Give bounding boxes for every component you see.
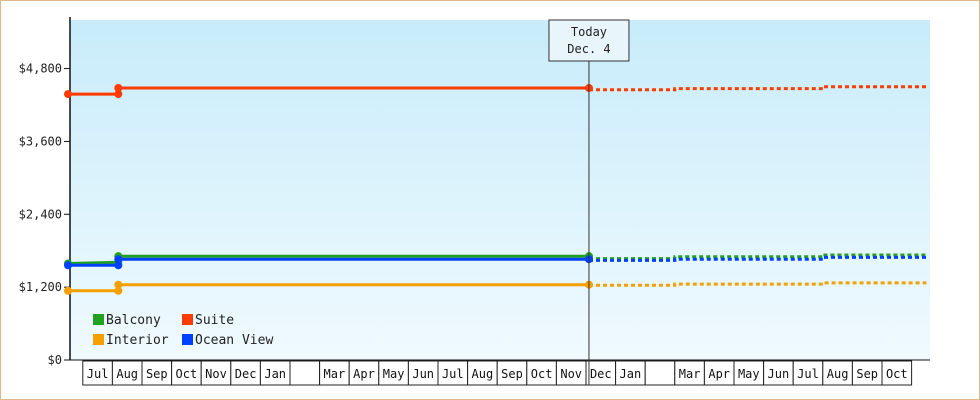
x-axis-months: Jul Aug Sep Oct Nov Dec Jan Mar Apr May Jun Jul Aug S… bbox=[82, 360, 913, 386]
today-box bbox=[548, 19, 630, 62]
legend-label: Balcony bbox=[106, 313, 161, 328]
series-point bbox=[114, 84, 123, 92]
series-projection-line bbox=[589, 281, 927, 287]
x-month-cell bbox=[674, 360, 705, 386]
x-month-label: Sep bbox=[856, 367, 878, 381]
x-month-label: Apr bbox=[353, 367, 375, 381]
series-suite bbox=[64, 84, 927, 99]
x-month-label: Jun bbox=[412, 367, 434, 381]
legend-label: Interior bbox=[106, 333, 169, 348]
x-month-cell bbox=[733, 360, 765, 386]
x-month-label: Oct bbox=[886, 367, 908, 381]
x-month-cell bbox=[822, 360, 853, 386]
x-month-cell bbox=[792, 360, 824, 386]
x-month-label: Jan bbox=[264, 367, 286, 381]
x-month-cell bbox=[703, 360, 735, 386]
x-month-label: Nov bbox=[205, 367, 227, 381]
series-projection-line bbox=[589, 255, 927, 262]
x-month-cell bbox=[141, 360, 173, 386]
y-tick-label: $2,400 bbox=[19, 207, 62, 221]
y-tick-label: $3,600 bbox=[19, 134, 62, 148]
series-point bbox=[64, 286, 72, 295]
x-month-cell bbox=[378, 360, 409, 386]
x-month-cell bbox=[319, 360, 350, 386]
x-month-cell bbox=[615, 360, 646, 386]
x-month-cell bbox=[467, 360, 498, 386]
legend-label: Ocean View bbox=[195, 333, 273, 348]
x-month-label: Aug bbox=[116, 367, 138, 381]
y-tick-label: $0 bbox=[48, 353, 62, 367]
x-month-label: May bbox=[383, 367, 405, 381]
x-month-label: Aug bbox=[472, 367, 494, 381]
x-month-label: Jul bbox=[442, 367, 464, 381]
series-point bbox=[64, 90, 72, 99]
series-point bbox=[114, 255, 123, 264]
x-month-label: Oct bbox=[531, 367, 553, 381]
x-month-label: Jun bbox=[768, 367, 790, 381]
today-date-label: Dec. 4 bbox=[567, 42, 610, 56]
x-month-cell bbox=[171, 360, 202, 386]
x-month-cell bbox=[437, 360, 469, 386]
x-month-cell bbox=[200, 360, 232, 386]
legend-swatch bbox=[93, 314, 104, 325]
series-projection-line bbox=[589, 253, 927, 261]
x-month-label: Apr bbox=[708, 367, 730, 381]
x-month-label: Nov bbox=[560, 367, 582, 381]
plot-area bbox=[70, 20, 930, 360]
x-month-cell bbox=[644, 360, 676, 386]
legend-label: Suite bbox=[195, 313, 234, 328]
x-month-label: Sep bbox=[146, 367, 168, 381]
x-month-cell bbox=[851, 360, 883, 386]
x-month-cell bbox=[111, 360, 143, 386]
x-month-cell bbox=[526, 360, 557, 386]
x-month-label: Aug bbox=[827, 367, 849, 381]
x-month-label: Jul bbox=[797, 367, 819, 381]
x-month-cell bbox=[763, 360, 794, 386]
y-tick-label: $4,800 bbox=[19, 62, 62, 76]
x-month-label: May bbox=[738, 367, 760, 381]
legend-swatch bbox=[93, 334, 104, 345]
y-tick-label: $1,200 bbox=[19, 280, 62, 294]
x-month-cell bbox=[289, 360, 321, 386]
series-ocean-view bbox=[64, 255, 927, 270]
x-month-label: Mar bbox=[679, 367, 701, 381]
x-month-label: Jul bbox=[87, 367, 109, 381]
series-point bbox=[114, 261, 123, 270]
x-month-label: Jan bbox=[620, 367, 642, 381]
x-month-cell bbox=[881, 360, 913, 386]
x-month-label: Dec bbox=[590, 367, 612, 381]
series-point bbox=[114, 286, 123, 295]
legend-swatch bbox=[182, 334, 193, 345]
x-month-cell bbox=[82, 360, 113, 386]
series-point bbox=[114, 280, 123, 289]
legend-swatch bbox=[182, 314, 193, 325]
x-month-label: Dec bbox=[235, 367, 257, 381]
series-point bbox=[114, 90, 123, 99]
x-month-label: Sep bbox=[501, 367, 523, 381]
series-projection-line bbox=[589, 85, 927, 92]
x-month-label: Mar bbox=[324, 367, 346, 381]
x-month-cell bbox=[555, 360, 587, 386]
today-label: Today bbox=[571, 25, 607, 39]
series-point bbox=[64, 261, 72, 270]
x-month-label: Oct bbox=[176, 367, 198, 381]
